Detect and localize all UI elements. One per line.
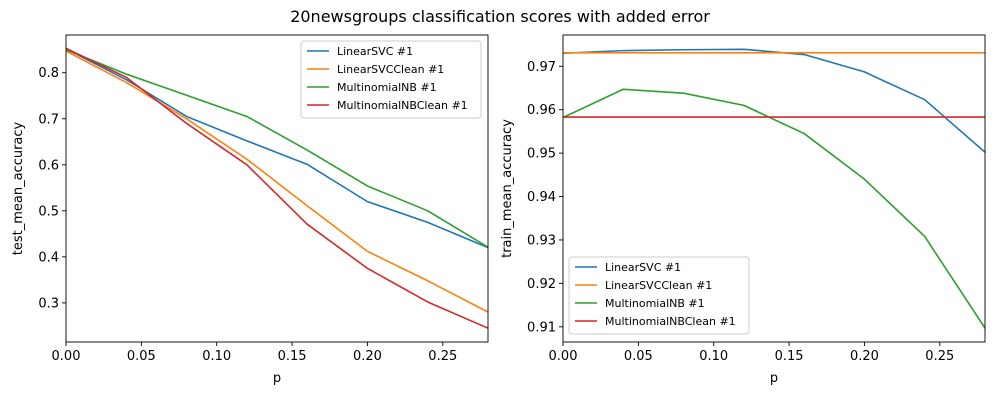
chart-panel-1: 0.00 0.05 0.10 0.15 0.20 0.25 0.3 0.4 0.5 0.6 0.7 0… [11, 34, 489, 386]
x-tick-label: 0.05 [127, 349, 156, 364]
series-line-2 [66, 50, 488, 313]
legend-entry: LinearSVC #1 [337, 45, 413, 58]
legend: LinearSVC #1 LinearSVCClean #1 Multinomial… [568, 256, 750, 335]
legend-entry: LinearSVCClean #1 [605, 279, 712, 292]
x-axis-label: p [273, 371, 281, 386]
axes-frame [65, 34, 489, 343]
x-tick-label: 0.25 [925, 349, 954, 364]
x-axis-label: p [770, 371, 778, 386]
series-line-3 [563, 88, 985, 330]
x-tick-label: 0.20 [353, 349, 382, 364]
y-tick-label: 0.6 [38, 158, 59, 173]
y-tick-label: 0.92 [527, 277, 556, 292]
x-tick-label: 0.00 [52, 349, 81, 364]
legend-entry: MultinomialNB #1 [337, 81, 437, 94]
x-tick-label: 0.10 [699, 349, 728, 364]
legend: LinearSVC #1 LinearSVCClean #1 Multinomial… [300, 40, 482, 119]
series-group [563, 48, 985, 330]
legend-entry: MultinomialNBClean #1 [605, 315, 736, 328]
legend-entry: LinearSVC #1 [605, 261, 681, 274]
series-group [66, 47, 488, 330]
y-tick-label: 0.91 [527, 320, 556, 335]
x-tick-label: 0.20 [850, 349, 879, 364]
x-tick-label: 0.00 [549, 349, 578, 364]
axes-frame [562, 34, 986, 343]
legend-box [300, 40, 482, 119]
y-tick-label: 0.94 [527, 190, 556, 205]
y-tick-label: 0.8 [38, 66, 59, 81]
y-tick-label: 0.96 [527, 103, 556, 118]
series-line-3 [66, 48, 488, 249]
y-tick-label: 0.95 [527, 147, 556, 162]
legend-box [568, 256, 750, 335]
figure-title: 20newsgroups classification scores with … [290, 7, 710, 26]
x-tick-label: 0.15 [775, 349, 804, 364]
series-line-1 [563, 48, 985, 154]
y-tick-label: 0.4 [38, 250, 59, 265]
x-tick-label: 0.10 [202, 349, 231, 364]
legend-entry: MultinomialNBClean #1 [337, 99, 468, 112]
y-tick-label: 0.93 [527, 233, 556, 248]
chart-panel-2: 0.00 0.05 0.10 0.15 0.20 0.25 0.91 0.92 0.93 0.94… [500, 34, 986, 386]
x-tick-label: 0.25 [428, 349, 457, 364]
y-axis-label: test_mean_accuracy [11, 121, 26, 255]
x-tick-label: 0.15 [278, 349, 307, 364]
y-tick-label: 0.97 [527, 60, 556, 75]
x-tick-label: 0.05 [624, 349, 653, 364]
legend-entry: LinearSVCClean #1 [337, 63, 444, 76]
y-tick-label: 0.7 [38, 112, 59, 127]
legend-entry: MultinomialNB #1 [605, 297, 705, 310]
y-tick-label: 0.5 [38, 204, 59, 219]
y-axis-label: train_mean_accuracy [500, 119, 515, 258]
series-line-4 [66, 47, 488, 330]
y-tick-label: 0.3 [38, 296, 59, 311]
